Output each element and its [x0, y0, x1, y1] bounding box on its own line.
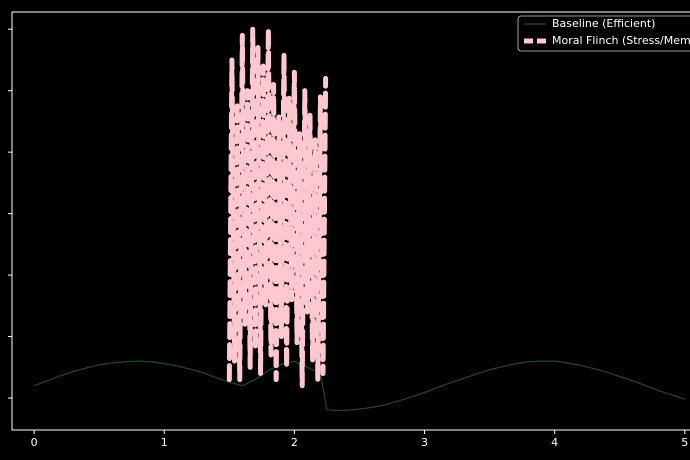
line-series: [33, 360, 685, 411]
x-tick-label: 0: [31, 436, 38, 449]
x-tick-label: 3: [421, 436, 428, 449]
x-tick-label: 1: [161, 436, 168, 449]
line-series: [226, 26, 329, 389]
x-tick-label: 4: [551, 436, 558, 449]
legend-label: Moral Flinch (Stress/Memo: [552, 34, 690, 47]
legend-box: [517, 15, 690, 52]
legend: Baseline (Efficient) Moral Flinch (Stress…: [517, 15, 690, 52]
legend-label: Baseline (Efficient): [552, 17, 655, 30]
x-tick-label: 5: [681, 436, 688, 449]
x-tick-label: 2: [291, 436, 298, 449]
plot-frame: [11, 11, 690, 431]
